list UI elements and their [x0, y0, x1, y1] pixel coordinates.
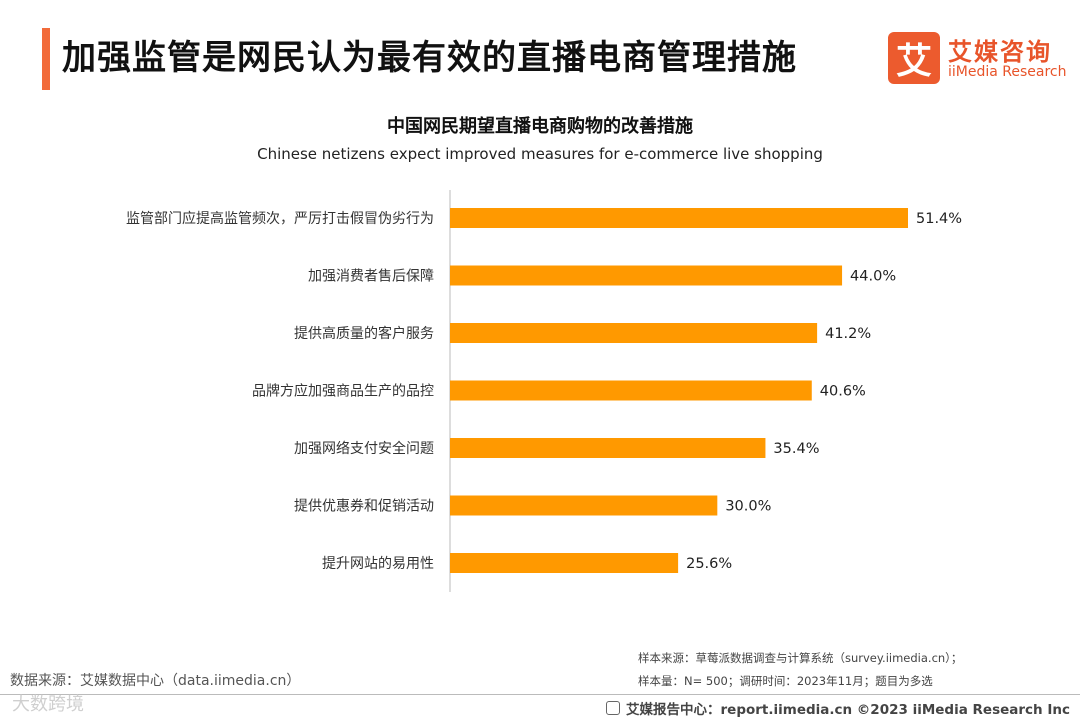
value-label: 44.0% — [850, 269, 896, 285]
page-title: 加强监管是网民认为最有效的直播电商管理措施 — [62, 38, 797, 78]
category-label: 加强网络支付安全问题 — [294, 440, 434, 457]
value-label: 51.4% — [916, 211, 962, 227]
value-label: 40.6% — [820, 384, 866, 400]
bar — [450, 323, 818, 343]
title-accent-bar — [42, 28, 50, 90]
value-label: 25.6% — [686, 556, 732, 572]
report-center-text: 艾媒报告中心：report.iimedia.cn ©2023 iiMedia R… — [626, 702, 1070, 718]
logo-mark-icon: 艾 — [888, 32, 940, 84]
report-icon — [606, 701, 620, 715]
watermark: 大数跨境 — [12, 694, 84, 715]
logo-name-en: iiMedia Research — [948, 64, 1067, 80]
logo-name-cn: 艾媒咨询 — [948, 38, 1052, 66]
bar — [450, 208, 908, 228]
chart-title: 中国网民期望直播电商购物的改善措施 — [387, 116, 693, 137]
bar — [450, 438, 766, 458]
category-label: 提供高质量的客户服务 — [294, 325, 434, 342]
bar — [450, 265, 843, 286]
category-label: 监管部门应提高监管频次，严厉打击假冒伪劣行为 — [126, 210, 434, 227]
bar — [450, 495, 718, 516]
category-label: 提升网站的易用性 — [322, 556, 434, 572]
chart-subtitle: Chinese netizens expect improved measure… — [257, 145, 823, 163]
value-label: 41.2% — [825, 326, 871, 342]
data-source: 数据来源：艾媒数据中心（data.iimedia.cn） — [10, 673, 301, 689]
category-label: 加强消费者售后保障 — [308, 269, 434, 285]
category-label: 品牌方应加强商品生产的品控 — [252, 383, 434, 400]
brand-logo: 艾 艾媒咨询 iiMedia Research — [888, 32, 1068, 86]
category-label: 提供优惠券和促销活动 — [294, 499, 434, 515]
sample-source-note: 样本来源：草莓派数据调查与计算系统（survey.iimedia.cn）； — [638, 651, 963, 665]
value-label: 30.0% — [725, 499, 771, 515]
bar — [450, 380, 812, 401]
value-label: 35.4% — [773, 441, 819, 457]
bar — [450, 553, 679, 573]
footer-divider — [0, 694, 1080, 695]
sample-info-note: 样本量：N= 500；调研时间：2023年11月；题目为多选 — [638, 674, 933, 688]
report-center: 艾媒报告中心：report.iimedia.cn ©2023 iiMedia R… — [606, 698, 1070, 718]
